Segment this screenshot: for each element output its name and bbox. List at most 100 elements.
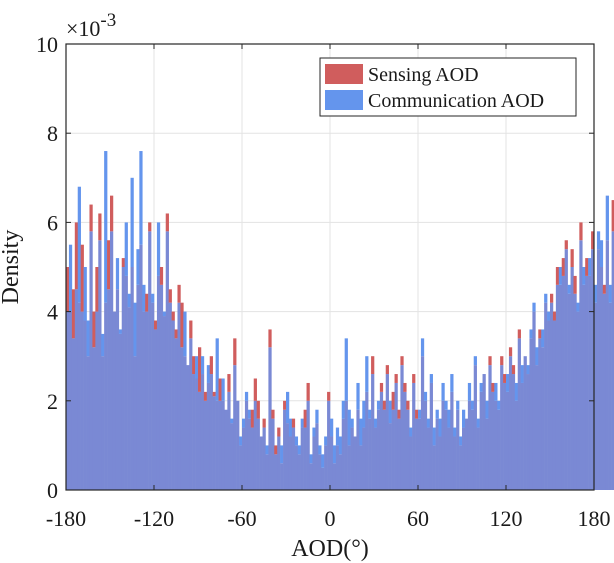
histogram-bar-overlap (503, 382, 507, 490)
histogram-bar-overlap (567, 293, 571, 490)
x-tick-label: 60 (407, 506, 429, 531)
histogram-bar-communication (104, 151, 108, 303)
histogram-bar-communication (68, 244, 73, 312)
histogram-bar-overlap (541, 347, 545, 490)
histogram-bar-sensing (561, 258, 565, 276)
legend-swatch-sensing (325, 64, 363, 84)
histogram-bar-overlap (447, 427, 451, 490)
histogram-bar-overlap (121, 267, 125, 490)
histogram-bar-communication (605, 195, 609, 241)
histogram-bar-overlap (467, 400, 472, 490)
histogram-bar-communication (435, 409, 439, 419)
histogram-bar-overlap (599, 267, 604, 490)
histogram-bar-overlap (591, 249, 595, 490)
histogram-bar-sensing (180, 302, 184, 348)
histogram-bar-overlap (394, 382, 398, 490)
histogram-bar-overlap (312, 436, 316, 490)
histogram-bar-overlap (585, 275, 589, 490)
histogram-bar-overlap (159, 284, 164, 490)
histogram-bar-overlap (529, 338, 533, 490)
histogram-bar-overlap (104, 302, 108, 490)
histogram-bar-communication (506, 374, 510, 392)
histogram-bar-communication (195, 356, 199, 379)
histogram-bar-overlap (596, 249, 601, 490)
histogram-bar-overlap (344, 400, 348, 490)
histogram-bar-overlap (353, 436, 357, 490)
legend-swatch-communication (325, 90, 363, 110)
histogram-bar-overlap (582, 284, 586, 490)
histogram-bar-sensing (227, 374, 231, 392)
histogram-bar-overlap (520, 382, 524, 490)
histogram-bar-sensing (400, 356, 404, 366)
histogram-bar-overlap (145, 311, 149, 490)
x-tick-label: 0 (325, 506, 336, 531)
histogram-bar-overlap (142, 311, 146, 490)
histogram-bar-overlap (244, 400, 249, 490)
histogram-bar-sensing (602, 284, 607, 294)
histogram-bar-sensing (268, 329, 272, 348)
histogram-bar-overlap (127, 307, 131, 490)
histogram-bar-communication (494, 382, 498, 401)
histogram-bar-overlap (80, 311, 84, 490)
histogram-bar-sensing (80, 244, 84, 312)
histogram-bar-overlap (286, 423, 290, 490)
histogram-bar-overlap (315, 423, 319, 490)
histogram-bar-communication (318, 445, 322, 455)
histogram-bar-overlap (368, 418, 372, 490)
histogram-bar-sensing (233, 338, 237, 366)
histogram-bar-overlap (511, 374, 516, 490)
histogram-bar-communication (142, 284, 146, 312)
histogram-bar-overlap (388, 423, 392, 490)
histogram-bar-communication (77, 186, 81, 303)
histogram-bar-overlap (303, 427, 307, 490)
x-tick-label: -120 (134, 506, 174, 531)
histogram-bar-overlap (259, 436, 263, 490)
histogram-bar-communication (558, 267, 563, 285)
histogram-bar-overlap (564, 249, 568, 490)
histogram-bar-communication (526, 365, 530, 375)
histogram-bar-overlap (198, 391, 202, 490)
histogram-bar-overlap (485, 418, 489, 490)
y-multiplier: ×10-3 (66, 10, 116, 41)
histogram-bar-overlap (561, 275, 565, 490)
histogram-bar-overlap (151, 302, 155, 490)
histogram-bar-overlap (544, 302, 548, 490)
histogram-bar-overlap (605, 240, 609, 490)
histogram-bar-overlap (523, 356, 527, 490)
histogram-bar-overlap (195, 378, 199, 490)
histogram-bar-overlap (165, 231, 169, 490)
histogram-bar-overlap (347, 445, 351, 490)
histogram-bar-overlap (271, 418, 275, 490)
histogram-bar-overlap (459, 445, 463, 490)
histogram-bar-overlap (418, 418, 422, 490)
histogram-bar-overlap (415, 418, 419, 490)
histogram-bar-overlap (324, 445, 328, 490)
histogram-bar-overlap (189, 338, 193, 490)
histogram-bar-overlap (341, 418, 345, 490)
histogram-bar-communication (359, 418, 363, 446)
histogram-bar-overlap (412, 382, 416, 490)
histogram-bar-communication (608, 284, 612, 303)
histogram-bar-overlap (265, 454, 269, 490)
histogram-bar-overlap (168, 302, 172, 490)
histogram-bar-overlap (268, 347, 272, 490)
histogram-bar-communication (288, 418, 293, 437)
histogram-bar-overlap (429, 382, 433, 490)
histogram-bar-overlap (456, 409, 460, 490)
histogram-bar-overlap (550, 302, 554, 490)
histogram-bar-sensing (564, 240, 568, 250)
histogram-bar-communication (497, 400, 501, 410)
histogram-bar-overlap (92, 347, 96, 490)
histogram-bar-communication (139, 151, 143, 245)
histogram-bar-overlap (350, 427, 354, 490)
histogram-bar-sensing (403, 382, 407, 392)
histogram-bar-overlap (118, 333, 123, 490)
histogram-bar-overlap (174, 338, 178, 490)
histogram-bar-overlap (288, 436, 293, 490)
histogram-bar-sensing (121, 258, 125, 267)
histogram-bar-sensing (611, 200, 614, 232)
histogram-bar-overlap (432, 445, 436, 490)
histogram-bar-sensing (303, 409, 307, 428)
histogram-bar-communication (532, 302, 536, 312)
histogram-bar-overlap (318, 454, 322, 490)
